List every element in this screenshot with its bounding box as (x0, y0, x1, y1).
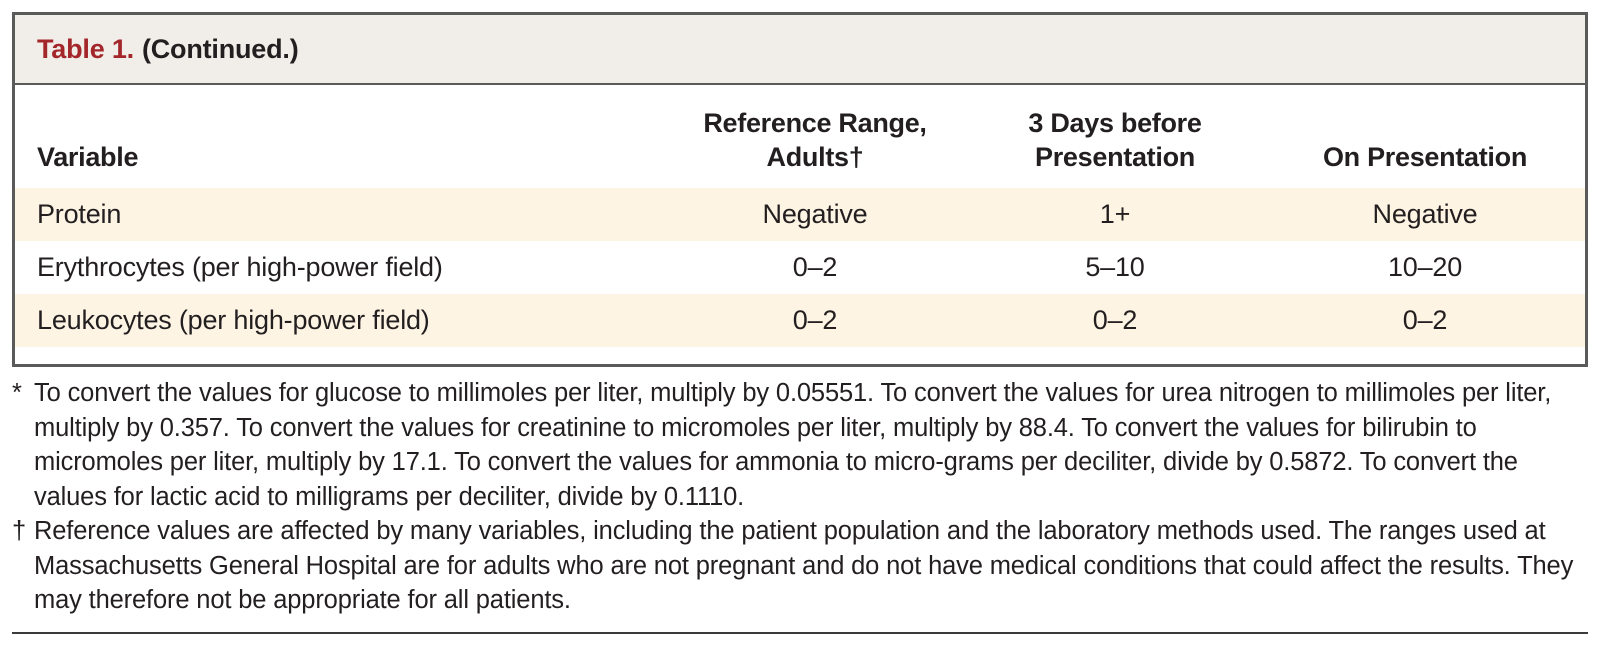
cell-three-days: 0–2 (1092, 305, 1138, 335)
cell-reference: 0–2 (792, 252, 838, 282)
cell-reference: 0–2 (792, 305, 838, 335)
header-reference-line2: Adults† (766, 142, 864, 172)
cell-variable: Erythrocytes (per high-power field) (37, 252, 443, 282)
header-on-presentation-text: On Presentation (1322, 142, 1528, 172)
header-on-presentation: On Presentation (1280, 140, 1570, 174)
table-title-bar: Table 1. (Continued.) (15, 15, 1585, 85)
cell-reference: Negative (762, 199, 868, 229)
table-label: Table 1. (37, 33, 134, 64)
header-variable: Variable (37, 140, 138, 174)
header-three-days: 3 Days before Presentation (995, 106, 1235, 174)
header-variable-text: Variable (37, 142, 139, 172)
cell-on-presentation: 10–20 (1387, 252, 1463, 282)
cell-three-days: 1+ (1099, 199, 1131, 229)
bottom-rule (12, 632, 1588, 634)
table-row: Leukocytes (per high-power field) 0–2 0–… (15, 294, 1585, 347)
table-row: Erythrocytes (per high-power field) 0–2 … (15, 241, 1585, 294)
header-three-days-line1: 3 Days before (1028, 108, 1202, 138)
footnote-dagger: † Reference values are affected by many … (12, 514, 1588, 618)
table-header-row: Variable Reference Range, Adults† 3 Days… (15, 85, 1585, 188)
header-reference-line1: Reference Range, (703, 108, 927, 138)
header-three-days-line2: Presentation (1035, 142, 1195, 172)
cell-on-presentation: Negative (1372, 199, 1478, 229)
footnote-asterisk: * To convert the values for glucose to m… (12, 376, 1588, 514)
table-caption: (Continued.) (141, 33, 299, 64)
cell-variable: Leukocytes (per high-power field) (37, 305, 430, 335)
footnote-text: Reference values are affected by many va… (34, 517, 1574, 614)
table-footnotes: * To convert the values for glucose to m… (12, 376, 1588, 618)
header-reference-range: Reference Range, Adults† (685, 106, 945, 174)
cell-three-days: 5–10 (1085, 252, 1145, 282)
footnote-mark: * (12, 379, 22, 407)
footnote-text: To convert the values for glucose to mil… (34, 379, 1552, 511)
data-table: Table 1. (Continued.) Variable Reference… (12, 12, 1588, 367)
cell-on-presentation: 0–2 (1402, 305, 1448, 335)
cell-variable: Protein (37, 199, 122, 229)
footnote-mark: † (12, 517, 27, 545)
table-row: Protein Negative 1+ Negative (15, 188, 1585, 241)
